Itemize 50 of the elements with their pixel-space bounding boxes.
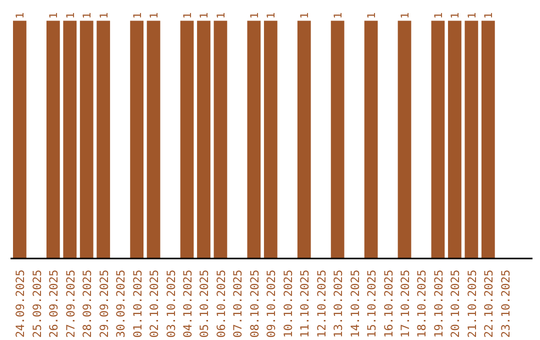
data-label: 1 — [298, 12, 312, 19]
x-tick-label: 30.09.2025 — [114, 270, 128, 338]
data-label: 1 — [130, 12, 144, 19]
x-tick-label: 08.10.2025 — [247, 270, 262, 338]
x-tick-label: 04.10.2025 — [180, 270, 195, 338]
x-tick-label: 10.10.2025 — [280, 270, 295, 338]
x-tick-label: 06.10.2025 — [214, 270, 228, 338]
x-tick-label: 01.10.2025 — [130, 270, 144, 338]
data-label: 1 — [14, 12, 27, 19]
data-label: 1 — [64, 12, 77, 19]
data-label: 1 — [248, 12, 261, 19]
data-label: 1 — [365, 12, 378, 19]
x-tick-label: 19.10.2025 — [431, 270, 446, 338]
x-tick-label: 20.10.2025 — [448, 270, 462, 338]
x-tick-label: 25.09.2025 — [30, 270, 44, 338]
data-label: 1 — [148, 12, 161, 19]
data-label: 1 — [398, 12, 412, 19]
x-tick-label: 03.10.2025 — [164, 270, 178, 338]
x-tick-label: 12.10.2025 — [314, 270, 328, 338]
x-tick-label: 26.09.2025 — [46, 270, 61, 338]
data-label: 1 — [432, 12, 445, 19]
data-label: 1 — [97, 12, 110, 19]
data-label: 1 — [214, 12, 228, 19]
x-tick-label: 29.09.2025 — [96, 270, 111, 338]
data-label: 1 — [465, 12, 478, 19]
x-tick-label: 09.10.2025 — [264, 270, 278, 338]
x-tick-label: 15.10.2025 — [364, 270, 379, 338]
x-tick-label: 23.10.2025 — [498, 270, 512, 338]
x-tick-label: 18.10.2025 — [414, 270, 429, 338]
x-tick-label: 05.10.2025 — [197, 270, 212, 338]
data-label: 1 — [80, 12, 94, 19]
x-tick-label: 11.10.2025 — [298, 270, 312, 338]
x-tick-label: 17.10.2025 — [398, 270, 412, 338]
x-tick-label: 16.10.2025 — [381, 270, 396, 338]
x-tick-label: 13.10.2025 — [331, 270, 346, 338]
data-label: 1 — [332, 12, 345, 19]
x-tick-label: 24.09.2025 — [13, 270, 28, 338]
data-label: 1 — [448, 12, 462, 19]
x-tick-label: 02.10.2025 — [147, 270, 162, 338]
data-label: 1 — [482, 12, 496, 19]
x-tick-label: 22.10.2025 — [482, 270, 496, 338]
data-label: 1 — [47, 12, 60, 19]
data-label: 1 — [181, 12, 194, 19]
x-tick-label: 07.10.2025 — [230, 270, 245, 338]
x-tick-label: 21.10.2025 — [464, 270, 479, 338]
data-label: 1 — [264, 12, 278, 19]
x-tick-label: 14.10.2025 — [348, 270, 362, 338]
x-tick-label: 28.09.2025 — [80, 270, 94, 338]
x-tick-label: 27.09.2025 — [63, 270, 78, 338]
data-label: 1 — [198, 12, 211, 19]
